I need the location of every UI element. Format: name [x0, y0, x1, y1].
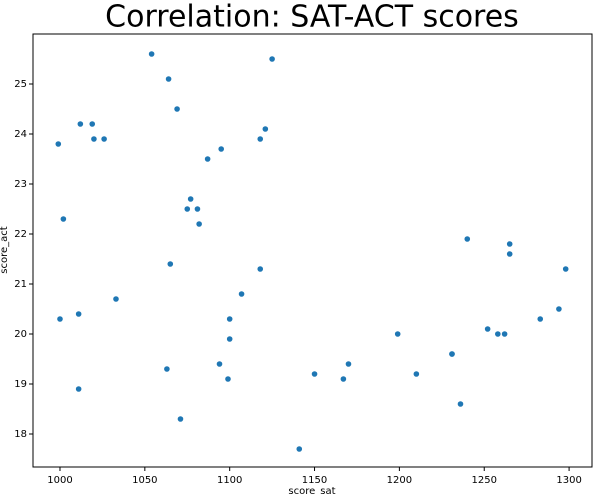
x-axis-label: score_sat: [288, 486, 335, 495]
point: [484, 326, 491, 332]
point: [262, 126, 269, 132]
y-tick-label: 20: [14, 329, 27, 340]
plot-frame: [32, 33, 593, 468]
point: [177, 416, 184, 422]
point: [413, 371, 420, 377]
point: [464, 236, 471, 242]
point: [269, 56, 275, 62]
point: [55, 141, 62, 147]
x-tick-label: 1250: [472, 475, 497, 486]
x-tick-label: 1050: [132, 475, 157, 486]
x-tick-label: 1000: [47, 475, 72, 486]
y-tick-label: 24: [14, 129, 27, 140]
point: [257, 136, 264, 142]
y-tick-label: 25: [14, 79, 27, 90]
y-axis-label: score_act: [0, 226, 10, 273]
point: [345, 361, 352, 367]
point: [164, 366, 170, 372]
point: [60, 216, 67, 222]
chart-title: Correlation: SAT-ACT scores: [105, 0, 519, 35]
point: [296, 446, 303, 452]
point: [457, 401, 464, 407]
point: [194, 206, 201, 212]
point: [148, 51, 155, 57]
point: [226, 316, 233, 322]
point: [506, 251, 513, 257]
point: [174, 106, 180, 112]
y-tick-label: 23: [14, 179, 27, 190]
point: [238, 291, 245, 297]
point: [101, 136, 107, 142]
point: [537, 316, 544, 322]
y-tick-label: 18: [14, 429, 27, 440]
point: [91, 136, 97, 142]
point: [257, 266, 264, 272]
point: [75, 386, 82, 392]
point: [216, 361, 223, 367]
point: [501, 331, 508, 337]
point: [226, 336, 233, 342]
point: [184, 206, 191, 212]
point: [57, 316, 63, 322]
point: [495, 331, 501, 337]
point: [89, 121, 96, 127]
y-tick-label: 22: [14, 229, 27, 240]
point: [165, 76, 172, 82]
y-tick-label: 19: [14, 379, 27, 390]
point: [340, 376, 347, 382]
point: [562, 266, 569, 272]
x-tick-label: 1150: [302, 475, 327, 486]
point: [449, 351, 455, 357]
point: [394, 331, 401, 337]
point: [196, 221, 202, 227]
point: [556, 306, 562, 312]
point: [167, 261, 174, 267]
point: [187, 196, 194, 202]
point: [218, 146, 225, 152]
point: [506, 241, 513, 247]
point: [75, 311, 82, 317]
x-tick-label: 1200: [387, 475, 412, 486]
point: [204, 156, 211, 162]
point: [113, 296, 119, 302]
x-tick-label: 1100: [217, 475, 242, 486]
x-tick-label: 1300: [556, 475, 581, 486]
point: [225, 376, 231, 382]
point: [311, 371, 318, 377]
y-tick-label: 21: [14, 279, 27, 290]
point: [77, 121, 84, 127]
